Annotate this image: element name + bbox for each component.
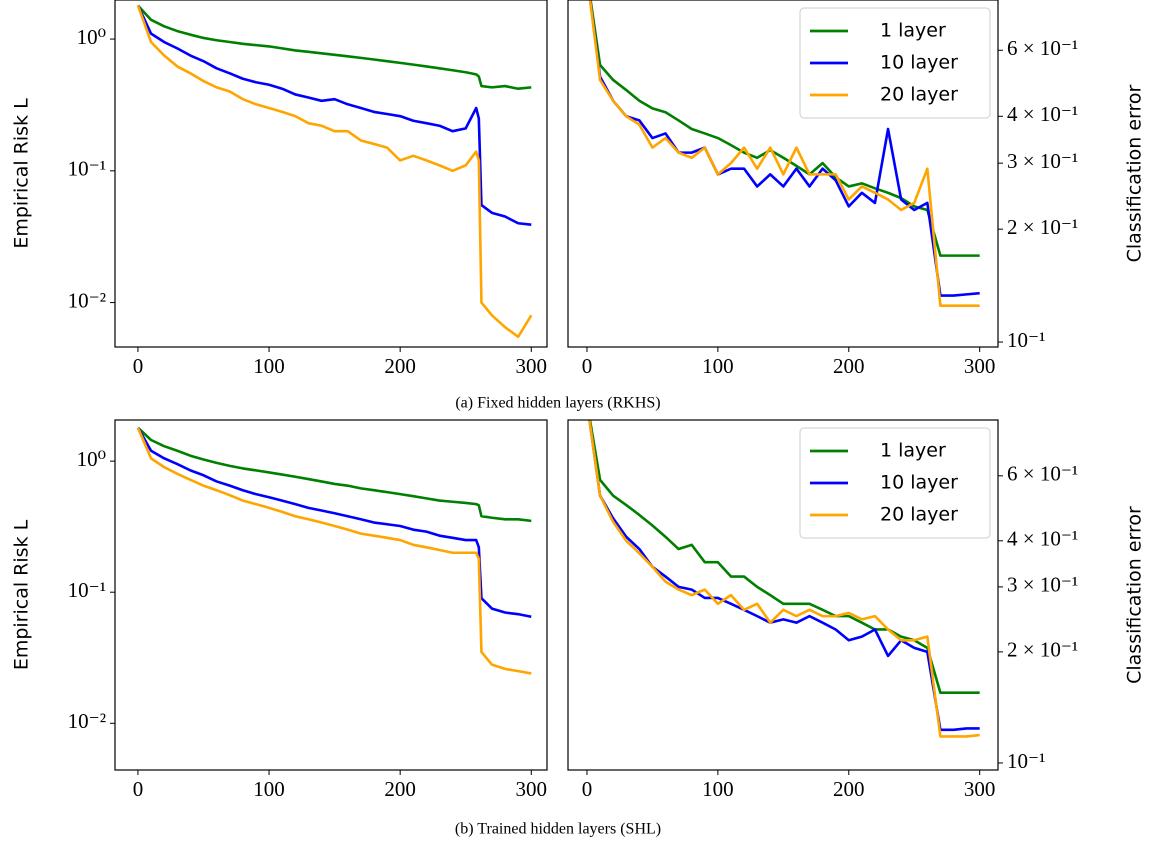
series-line [136,4,532,226]
plot-area [588,420,980,738]
axes-frame [567,0,999,348]
caption: (b) Trained hidden layers (SHL) [455,821,661,838]
y-axis-label: Empirical Risk L [11,98,33,249]
plot-area [136,426,532,675]
y-tick-label: 10⁻¹ [68,578,106,602]
y-tick-label: 6 × 10⁻¹ [1007,462,1078,486]
x-tick-label: 0 [133,777,144,801]
legend-box [799,7,991,119]
series-line [136,427,532,618]
x-tick-label: 200 [384,354,416,378]
x-tick-label: 300 [964,777,996,801]
y-tick-label: 10⁻¹ [1007,328,1045,352]
legend-box [799,427,991,539]
y-tick-label: 10⁻¹ [1007,749,1045,773]
y-tick-label: 10⁰ [77,25,106,49]
series-line [136,5,533,339]
y-tick-label: 2 × 10⁻¹ [1007,215,1078,239]
x-tick-label: 300 [516,777,548,801]
y-tick-label: 10⁻² [68,288,106,312]
series-line [137,426,532,523]
legend-label: 1 layer [880,20,946,42]
y-tick-label: 3 × 10⁻¹ [1007,149,1078,173]
x-tick-label: 300 [516,354,548,378]
y-tick-label: 10⁻¹ [68,157,106,181]
x-tick-label: 200 [833,354,865,378]
x-tick-label: 0 [582,354,593,378]
x-tick-label: 100 [702,777,734,801]
series-line [589,0,980,257]
x-tick-label: 0 [133,354,144,378]
y-tick-label: 6 × 10⁻¹ [1007,36,1078,60]
series-line [136,4,532,91]
legend-label: 10 layer [880,472,958,494]
y-tick-label: 4 × 10⁻¹ [1007,102,1078,126]
axes-frame [114,0,548,348]
y-tick-label: 2 × 10⁻¹ [1007,638,1078,662]
y-axis-label: Classification error [1124,506,1146,684]
series-line [588,0,980,297]
y-tick-label: 4 × 10⁻¹ [1007,527,1078,551]
series-line [588,420,980,738]
x-tick-label: 100 [253,777,285,801]
axes-frame [114,419,548,771]
axes-frame [567,419,999,771]
series-line [588,0,980,307]
plot-area [136,4,533,339]
x-tick-label: 200 [833,777,865,801]
y-axis-label: Empirical Risk L [11,519,33,670]
legend-label: 10 layer [880,52,958,74]
x-tick-label: 100 [702,354,734,378]
plot-area [588,0,980,307]
legend-label: 20 layer [880,84,958,106]
legend-label: 1 layer [880,440,946,462]
series-line [136,427,532,675]
y-tick-label: 10⁰ [77,447,106,471]
x-tick-label: 0 [582,777,593,801]
y-axis-label: Classification error [1124,84,1146,262]
x-tick-label: 200 [384,777,416,801]
y-tick-label: 3 × 10⁻¹ [1007,573,1078,597]
y-tick-label: 10⁻² [68,709,106,733]
caption: (a) Fixed hidden layers (RKHS) [455,395,660,412]
legend-label: 20 layer [880,504,958,526]
x-tick-label: 100 [253,354,285,378]
x-tick-label: 300 [964,354,996,378]
